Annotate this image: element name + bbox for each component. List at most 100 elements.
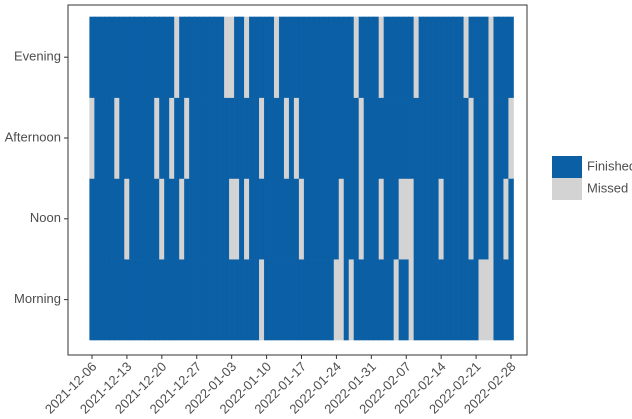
tile [129, 97, 135, 179]
tile [508, 16, 514, 98]
tile [323, 16, 330, 98]
tile [104, 178, 110, 260]
tile [318, 178, 325, 260]
tile [189, 97, 195, 179]
tile [378, 16, 385, 98]
tile [229, 97, 235, 179]
tile [433, 16, 439, 98]
tile [358, 178, 365, 260]
tile [353, 178, 360, 260]
tile [114, 16, 120, 98]
tile [94, 97, 100, 179]
tile [94, 16, 100, 98]
tile [468, 178, 474, 260]
panel-border [67, 4, 528, 356]
tile [338, 259, 345, 341]
tile [219, 178, 225, 260]
tile [333, 178, 340, 260]
tile [89, 16, 95, 98]
tile [239, 97, 245, 179]
tile [273, 178, 280, 260]
tile [428, 178, 434, 260]
tile [234, 259, 240, 341]
tile [403, 178, 410, 260]
tile [184, 178, 190, 260]
tile [209, 259, 215, 341]
tile [199, 259, 205, 341]
tile [298, 16, 305, 98]
tile [254, 16, 260, 98]
tile [483, 259, 489, 341]
tile [164, 16, 170, 98]
tile [119, 178, 125, 260]
tile [263, 259, 270, 341]
tile [418, 97, 425, 179]
tile [393, 97, 400, 179]
tile [179, 259, 185, 341]
tile [373, 178, 380, 260]
tile [433, 97, 439, 179]
tile [298, 259, 305, 341]
tile [124, 16, 130, 98]
tile [303, 16, 310, 98]
tile [378, 178, 385, 260]
tile [393, 259, 400, 341]
tile [458, 97, 464, 179]
tile [418, 16, 425, 98]
tile [333, 16, 340, 98]
tile [428, 97, 434, 179]
tile [99, 16, 105, 98]
tile [94, 259, 100, 341]
tile [124, 259, 130, 341]
tile [254, 259, 260, 341]
tile [174, 178, 180, 260]
legend-label: Missed [587, 180, 628, 195]
tile [303, 259, 310, 341]
tile [139, 178, 145, 260]
tile [423, 259, 429, 341]
tile [229, 259, 235, 341]
tile [204, 97, 210, 179]
tile [478, 97, 484, 179]
tile [268, 97, 275, 179]
tile [353, 16, 360, 98]
tile [498, 97, 504, 179]
tile [508, 97, 514, 179]
tile [328, 97, 335, 179]
tile [493, 259, 499, 341]
tile [318, 97, 325, 179]
tile [373, 259, 380, 341]
tile [154, 97, 160, 179]
tile [343, 16, 350, 98]
tile [368, 178, 375, 260]
tile [373, 16, 380, 98]
y-tick-label: Noon [30, 210, 61, 225]
tile [174, 259, 180, 341]
tile [333, 259, 340, 341]
tile [234, 16, 240, 98]
tile [463, 178, 469, 260]
tile [293, 16, 300, 98]
tile [149, 259, 155, 341]
tile [438, 259, 444, 341]
tile [169, 97, 175, 179]
tile [104, 259, 110, 341]
tile [109, 16, 115, 98]
tile [298, 97, 305, 179]
tile [189, 16, 195, 98]
tile [318, 16, 325, 98]
tile [473, 16, 479, 98]
tile [99, 178, 105, 260]
tile [119, 97, 125, 179]
tile [388, 259, 395, 341]
tile [194, 16, 200, 98]
tile [174, 16, 180, 98]
tile [209, 16, 215, 98]
tile [214, 259, 220, 341]
y-tick-label: Afternoon [5, 129, 61, 144]
tile [239, 16, 245, 98]
tile [413, 97, 420, 179]
tile [478, 178, 484, 260]
tile [194, 259, 200, 341]
tile [503, 97, 509, 179]
